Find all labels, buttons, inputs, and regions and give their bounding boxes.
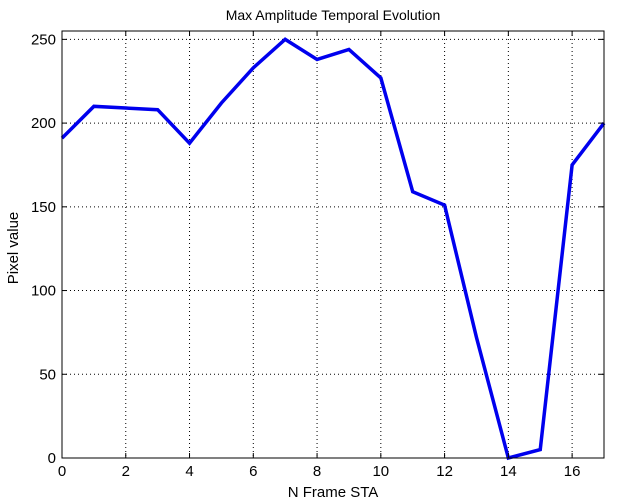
series-layer	[60, 37, 606, 461]
chart-title: Max Amplitude Temporal Evolution	[226, 7, 441, 23]
x-tick-label: 14	[500, 463, 517, 480]
x-tick-label: 2	[122, 463, 130, 480]
x-tick-label: 16	[564, 463, 581, 480]
y-tick-label: 0	[48, 450, 56, 467]
y-tick-label: 200	[31, 115, 56, 132]
x-axis-label: N Frame STA	[288, 484, 379, 501]
grid	[62, 31, 604, 458]
x-tick-label: 12	[436, 463, 453, 480]
ticks: 0 2 4 6 8 10 12 14 16 0 50 100 150 200 250	[31, 31, 604, 480]
series-line	[60, 37, 606, 461]
plot-frame	[61, 30, 605, 459]
y-tick-label: 100	[31, 283, 56, 300]
x-tick-label: 0	[58, 463, 66, 480]
y-tick-label: 150	[31, 199, 56, 216]
x-tick-label: 6	[249, 463, 257, 480]
y-tick-label: 50	[39, 366, 56, 383]
x-tick-label: 10	[372, 463, 389, 480]
y-tick-label: 250	[31, 31, 56, 48]
x-tick-label: 4	[185, 463, 193, 480]
x-tick-label: 8	[313, 463, 321, 480]
y-axis-label: Pixel value	[5, 212, 22, 285]
